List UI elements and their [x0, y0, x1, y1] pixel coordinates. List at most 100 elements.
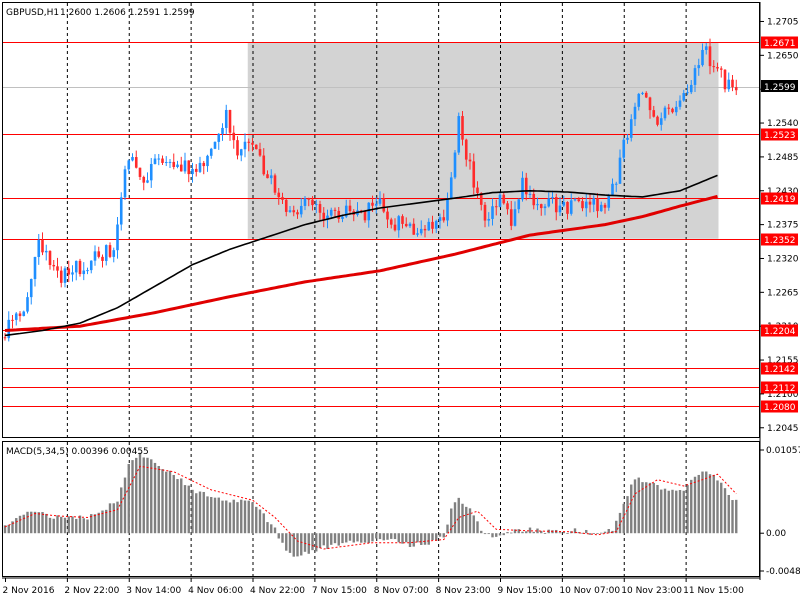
candle-body — [78, 260, 82, 275]
level-tag: 1.2523 — [764, 131, 796, 141]
candle-body — [577, 199, 581, 202]
level-tag: 1.2419 — [764, 195, 796, 205]
candle-body — [382, 198, 386, 212]
candle-body — [566, 201, 569, 214]
candle-body — [228, 109, 232, 133]
macd-bar — [390, 533, 393, 539]
candle-body — [446, 198, 449, 221]
macd-bar — [101, 510, 104, 534]
macd-bar — [330, 533, 333, 545]
macd-bar — [258, 509, 262, 534]
macd-bar — [221, 500, 224, 534]
macd-bar — [210, 496, 213, 534]
candle-body — [404, 223, 408, 227]
macd-bar — [716, 480, 719, 534]
macd-bar — [465, 506, 468, 534]
macd-bar — [405, 533, 408, 543]
candle-body — [179, 164, 183, 172]
macd-bar — [528, 527, 532, 534]
level-tag: 1.2671 — [764, 39, 796, 49]
macd-bar — [633, 479, 637, 534]
candle-body — [202, 162, 206, 167]
macd-bar — [142, 457, 145, 534]
macd-bar — [693, 476, 697, 534]
current-price-tag: 1.2599 — [764, 83, 796, 93]
macd-bar — [705, 471, 708, 534]
candle-body — [258, 149, 262, 156]
time-axis[interactable]: 2 Nov 2016 2 Nov 22:00 3 Nov 14:00 4 Nov 06… — [3, 578, 745, 596]
level-tag-bg — [761, 400, 798, 413]
candle-body — [333, 209, 337, 211]
macd-bar — [187, 485, 190, 534]
time-tick-label: 3 Nov 14:00 — [126, 586, 181, 596]
horizontal-levels[interactable] — [3, 42, 760, 407]
candle-body — [618, 157, 622, 184]
macd-bar — [86, 519, 89, 534]
level-tag-bg — [761, 192, 798, 205]
macd-bar — [165, 471, 168, 534]
candle-body — [731, 79, 734, 88]
candle-body — [37, 240, 41, 257]
candle-body — [52, 265, 56, 267]
candle-body — [663, 107, 667, 119]
macd-axis[interactable]: 0.01057 0.00 -0.0048 — [760, 446, 800, 577]
macd-bar — [566, 533, 569, 534]
macd-bar — [93, 514, 97, 534]
macd-bar — [690, 479, 693, 534]
macd-bar — [378, 533, 382, 540]
candle-body — [652, 110, 656, 117]
macd-bar — [686, 485, 689, 534]
macd-bar — [480, 530, 483, 534]
macd-bar — [438, 533, 442, 537]
macd-bar — [232, 499, 235, 534]
macd-bar — [56, 515, 59, 534]
macd-bar — [468, 508, 472, 534]
candle-body — [74, 260, 78, 273]
candle-body — [603, 204, 607, 208]
macd-bar — [577, 532, 580, 534]
macd-bar — [217, 497, 220, 534]
macd-bar — [112, 503, 115, 534]
candle-body — [146, 180, 149, 183]
candle-body — [401, 216, 404, 224]
macd-bar — [618, 512, 622, 534]
macd-bar — [288, 533, 292, 553]
candle-body — [344, 205, 348, 217]
macd-bar — [71, 516, 74, 534]
candle-body — [573, 199, 577, 201]
candle-body — [704, 46, 708, 50]
candle-body — [686, 92, 689, 94]
candle-body — [284, 199, 288, 212]
macd-bar — [540, 530, 543, 534]
time-tick-label: 4 Nov 22:00 — [250, 586, 305, 596]
macd-bar — [607, 528, 610, 534]
time-tick-label: 8 Nov 23:00 — [436, 586, 491, 596]
macd-bar — [543, 533, 547, 534]
macd-bar — [202, 491, 205, 534]
candle-body — [134, 157, 138, 168]
macd-bar — [180, 478, 183, 534]
candle-body — [389, 219, 393, 225]
macd-bar — [26, 511, 29, 534]
macd-bar — [33, 511, 37, 534]
macd-bar — [525, 531, 528, 534]
candle-body — [14, 313, 18, 320]
macd-bar — [300, 533, 303, 556]
candle-body — [254, 144, 258, 150]
macd-bar — [146, 457, 149, 534]
candle-body — [461, 116, 464, 140]
zone-rect — [247, 42, 719, 239]
candle-body — [416, 233, 419, 235]
macd-bar — [487, 533, 490, 535]
macd-bar — [720, 482, 723, 534]
candle-body — [176, 164, 179, 167]
macd-bar — [322, 533, 325, 546]
macd-bar — [427, 533, 430, 545]
candle-body — [521, 177, 524, 200]
candle-body — [292, 210, 296, 213]
macd-bar — [731, 500, 734, 534]
macd-bar — [105, 509, 108, 534]
macd-bar — [82, 518, 85, 534]
price-tick-label: 1.2155 — [767, 356, 799, 366]
